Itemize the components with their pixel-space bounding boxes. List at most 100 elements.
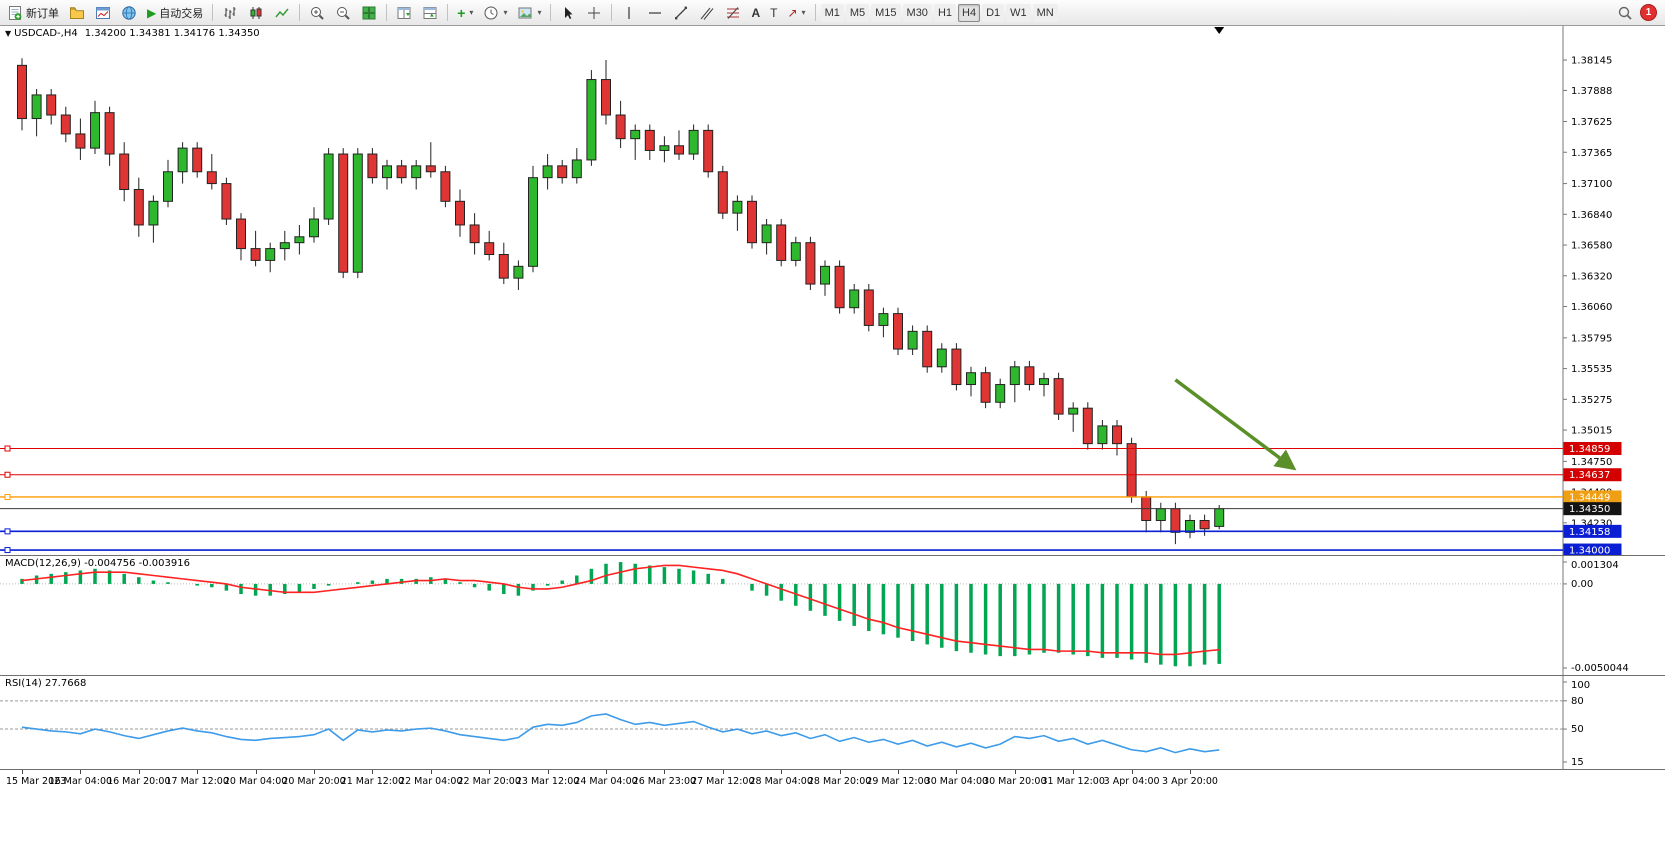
vertical-line-tool-button[interactable] [617,2,641,23]
vertical-line-icon [628,6,631,19]
candle-body [338,153,349,273]
candle-body [90,112,100,149]
text-tool-button[interactable]: A [747,2,764,23]
fibonacci-tool-button[interactable] [721,2,745,23]
zoom-in-button[interactable] [305,2,329,23]
arrows-tool-button[interactable]: ↗ ▾ [783,2,809,23]
time-axis-label: 20 Mar 04:00 [223,776,288,787]
candle-body [1170,508,1181,533]
cursor-tool-button[interactable] [556,2,580,23]
tile-vertical-button[interactable] [392,2,416,23]
candle-body [133,188,144,226]
timeframe-button-m15[interactable]: M15 [871,3,901,22]
candle-body [1009,366,1020,386]
zoom-out-button[interactable] [331,2,355,23]
price-chart-canvas[interactable]: 1.38145 1.37888 1.37625 1.37365 1.37100 1.368… [0,26,1665,555]
macd-canvas[interactable]: 0.001304 0.00 -0.0050044 [0,556,1665,675]
price-axis-label: 1.34230 [1571,518,1612,529]
tile-windows-button[interactable] [357,2,381,23]
candle-body [411,165,422,179]
candle-body [790,242,801,261]
community-button[interactable] [117,2,141,23]
line-handle[interactable] [4,547,11,554]
candle-body [60,114,71,135]
line-handle[interactable] [4,528,11,535]
line-chart-mode-button[interactable] [270,2,294,23]
time-axis-tick [839,770,841,774]
notification-badge[interactable]: 1 [1640,4,1657,21]
timeframe-button-mn[interactable]: MN [1032,3,1058,22]
chart-window: 1.38145 1.37888 1.37625 1.37365 1.37100 1.368… [0,26,1665,844]
crosshair-tool-button[interactable] [582,2,606,23]
timeframe-button-m5[interactable]: M5 [845,3,870,22]
template-image-icon [518,7,532,18]
add-indicator-button[interactable]: + ▾ [453,2,477,23]
new-order-button[interactable]: 新订单 [3,2,63,23]
candle-body [863,289,874,326]
toolbar-separator [212,4,214,21]
candle-body [557,165,568,179]
candlestick-icon [250,6,262,19]
rsi-canvas[interactable]: 100 80 50 15 [0,676,1665,769]
candle-body [1024,366,1035,386]
price-axis-label: 1.35015 [1571,426,1612,437]
rsi-axis-label: 15 [1571,757,1584,768]
price-tag-label: 1.34000 [1569,546,1610,555]
bar-chart-mode-button[interactable] [218,2,242,23]
template-menu-button[interactable]: ▾ [513,2,545,23]
candle-body [834,265,845,309]
search-icon [1618,6,1632,20]
horizontal-line-tool-button[interactable] [643,2,667,23]
dropdown-arrow-icon: ▾ [503,8,508,17]
price-axis-label: 1.36580 [1571,241,1612,252]
line-handle[interactable] [4,445,11,452]
trendline-tool-button[interactable] [669,2,693,23]
price-tag-label: 1.34350 [1569,504,1610,515]
time-axis-tick [547,770,549,774]
trend-arrow[interactable] [1174,378,1297,471]
label-tool-button[interactable]: T [766,2,781,23]
timeframe-button-m30[interactable]: M30 [902,3,932,22]
macd-panel[interactable]: 0.001304 0.00 -0.0050044 MACD(12,26,9) -0.… [0,555,1665,675]
macd-axis-label: -0.0050044 [1571,663,1629,674]
line-handle[interactable] [4,471,11,478]
candle-body [469,224,480,244]
tile-horizontal-button[interactable] [418,2,442,23]
timeframe-button-d1[interactable]: D1 [982,3,1005,22]
period-menu-button[interactable]: ▾ [479,2,511,23]
candle-body [104,112,115,155]
toolbar-separator [447,4,449,21]
candle-body [674,145,684,155]
new-chart-button[interactable] [91,2,115,23]
time-axis[interactable]: 15 Mar 2023 16 Mar 04:00 16 Mar 20:00 17 Ma… [0,769,1665,791]
time-axis-label: 21 Mar 12:00 [340,776,405,787]
candlestick-mode-button[interactable] [244,2,268,23]
price-tag [1563,441,1622,455]
price-tag [1563,543,1622,555]
horizontal-line-icon [649,11,662,14]
timeframe-button-h1[interactable]: H1 [933,3,956,22]
autotrading-button[interactable]: ▶ 自动交易 [143,2,207,23]
rsi-panel[interactable]: 100 80 50 15 RSI(14) 27.7668 [0,675,1665,769]
price-tag [1563,502,1622,516]
time-axis-label: 27 Mar 12:00 [691,776,755,787]
time-axis-tick [430,770,432,774]
profiles-button[interactable] [65,2,89,23]
time-axis-tick [1014,770,1016,774]
candle-body [995,384,1006,403]
timeframe-button-m1[interactable]: M1 [820,3,844,22]
price-chart-panel[interactable]: 1.38145 1.37888 1.37625 1.37365 1.37100 1.368… [0,26,1665,555]
candle-body [893,313,903,350]
candle-body [352,153,363,273]
dropdown-arrow-icon: ▾ [469,8,474,17]
search-button[interactable] [1613,2,1637,23]
chart-title: ▼ USDCAD-,H4 1.34200 1.34381 1.34176 1.343… [5,28,260,39]
timeframe-button-h4[interactable]: H4 [958,3,981,22]
chart-menu-arrow-icon[interactable]: ▼ [5,29,12,38]
line-handle[interactable] [4,493,11,500]
timeframe-button-w1[interactable]: W1 [1006,3,1031,22]
price-axis-label: 1.37625 [1571,117,1612,128]
time-axis-tick [1190,770,1191,774]
channel-tool-button[interactable] [695,2,719,23]
candle-body [309,218,319,238]
